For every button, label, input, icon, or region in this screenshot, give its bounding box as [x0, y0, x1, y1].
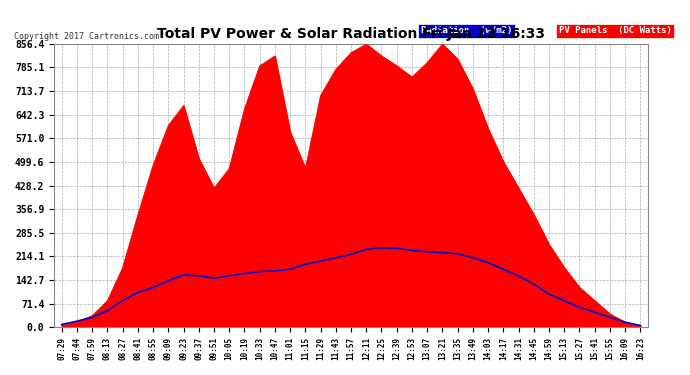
Text: PV Panels  (DC Watts): PV Panels (DC Watts) — [559, 26, 672, 35]
Text: Radiation  (w/m2): Radiation (w/m2) — [421, 26, 513, 35]
Title: Total PV Power & Solar Radiation Fri Jan 13 16:33: Total PV Power & Solar Radiation Fri Jan… — [157, 27, 545, 41]
Text: Copyright 2017 Cartronics.com: Copyright 2017 Cartronics.com — [14, 32, 159, 41]
